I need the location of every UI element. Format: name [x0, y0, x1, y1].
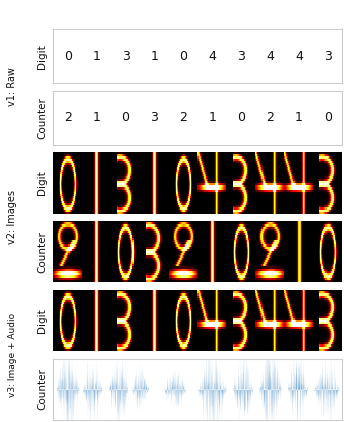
Text: v1: Raw: v1: Raw: [7, 68, 17, 106]
Text: 2: 2: [64, 111, 72, 124]
Text: Counter: Counter: [37, 368, 47, 410]
Text: 3: 3: [237, 50, 245, 62]
Text: 1: 1: [208, 111, 216, 124]
Text: 1: 1: [93, 50, 100, 62]
Text: Counter: Counter: [37, 97, 47, 139]
Text: 2: 2: [180, 111, 187, 124]
Text: 4: 4: [208, 50, 216, 62]
Text: Digit: Digit: [37, 170, 47, 195]
Text: v2: Images: v2: Images: [7, 190, 17, 244]
Text: 0: 0: [64, 50, 72, 62]
Text: 3: 3: [151, 111, 158, 124]
Text: 1: 1: [295, 111, 303, 124]
Text: v3: Image + Audio: v3: Image + Audio: [8, 313, 17, 397]
Text: 4: 4: [266, 50, 274, 62]
Text: 3: 3: [324, 50, 332, 62]
Text: 1: 1: [151, 50, 158, 62]
Text: Digit: Digit: [37, 44, 47, 68]
Text: Digit: Digit: [37, 308, 47, 333]
Text: Counter: Counter: [37, 231, 47, 273]
Text: 0: 0: [121, 111, 130, 124]
Text: 0: 0: [324, 111, 332, 124]
Text: 4: 4: [295, 50, 303, 62]
Text: 3: 3: [122, 50, 129, 62]
Text: 1: 1: [93, 111, 100, 124]
Text: 2: 2: [266, 111, 274, 124]
Text: 0: 0: [237, 111, 245, 124]
Text: 0: 0: [179, 50, 187, 62]
